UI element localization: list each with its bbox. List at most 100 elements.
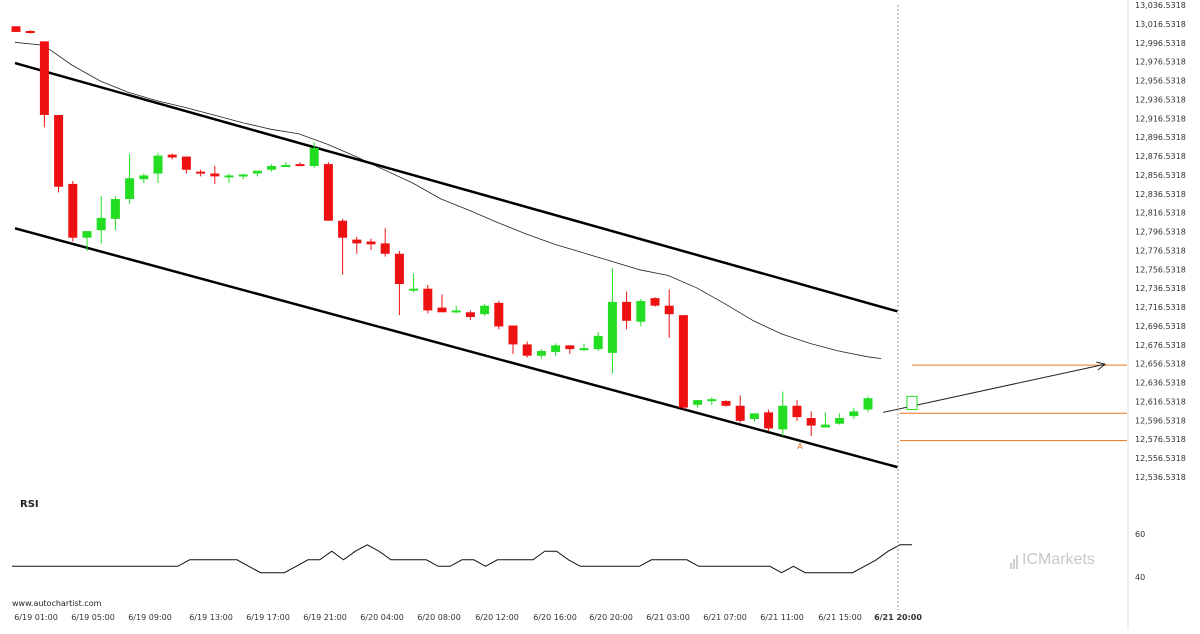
candle [437, 294, 447, 313]
candle-body [806, 418, 816, 426]
candle [181, 156, 191, 174]
price-tick-label: 12,976.5318 [1135, 58, 1186, 67]
moving-average-layer [14, 41, 882, 359]
candle-body [82, 231, 92, 238]
price-tick-label: 12,756.5318 [1135, 265, 1186, 274]
candle [693, 400, 703, 408]
candle-body [281, 165, 291, 168]
forecast-arrow-head [1096, 361, 1107, 371]
candle-body [678, 315, 688, 408]
candle-body [849, 411, 859, 417]
time-axis: 6/19 01:00 6/19 05:00 6/19 09:00 6/19 13:00… [14, 613, 922, 622]
candle [11, 26, 21, 32]
candle-body [820, 424, 830, 428]
candle-body [451, 310, 461, 313]
candle [636, 299, 646, 327]
candle-body [267, 165, 277, 170]
candle-body [565, 345, 575, 350]
time-tick-label: 6/21 03:00 [646, 613, 690, 622]
candle [451, 305, 461, 314]
price-tick-label: 12,836.5318 [1135, 190, 1186, 199]
candle [678, 315, 688, 410]
candle [210, 165, 220, 184]
candle-body [437, 307, 447, 313]
channel-upper-line [14, 61, 898, 313]
candle-body [579, 348, 589, 351]
forecast-arrow-line [883, 363, 1106, 413]
channel-lower-line [14, 227, 898, 469]
candle-body [167, 154, 177, 158]
candle-body [707, 399, 717, 402]
candle-body [664, 305, 674, 315]
candle [380, 228, 390, 257]
time-tick-label: 6/19 05:00 [71, 613, 115, 622]
candle [820, 412, 830, 428]
candle-body [536, 351, 546, 356]
candle-body [551, 345, 561, 352]
channel-layer [14, 61, 898, 469]
candle [366, 238, 376, 250]
candle-body [835, 418, 845, 424]
candle-body [607, 301, 617, 353]
candle-body [650, 298, 660, 306]
candle [96, 196, 106, 244]
candle [863, 396, 873, 413]
candle-body [224, 175, 234, 178]
candle [196, 169, 206, 177]
candle [494, 300, 504, 330]
candle [54, 115, 64, 193]
candle-body [764, 412, 774, 429]
candle-body [721, 401, 731, 406]
time-tick-label: 6/19 01:00 [14, 613, 58, 622]
time-tick-label: 6/21 15:00 [818, 613, 862, 622]
candle-body [181, 156, 191, 170]
candle [792, 400, 802, 421]
time-tick-label: 6/20 04:00 [360, 613, 404, 622]
candle [224, 173, 234, 183]
brand-bars-icon [1010, 551, 1019, 569]
candle [508, 325, 518, 354]
candle-body [480, 305, 490, 315]
candle-body [508, 325, 518, 345]
time-tick-label: 6/19 21:00 [303, 613, 347, 622]
candle [167, 153, 177, 160]
candle-body [863, 398, 873, 410]
candle-body [68, 183, 78, 238]
candle-body [210, 173, 220, 177]
candle [153, 152, 163, 183]
candle-body [409, 288, 419, 291]
moving-average-line [14, 41, 882, 359]
price-axis: 13,036.5318 13,016.5318 12,996.5318 12,976.… [1135, 1, 1186, 482]
price-tick-label: 12,736.5318 [1135, 284, 1186, 293]
pattern-point-label: A [797, 442, 803, 451]
rsi-line [12, 544, 912, 574]
candle-body [522, 344, 532, 356]
candle [565, 345, 575, 354]
candle-body [394, 253, 404, 284]
candle [323, 162, 333, 221]
price-tick-label: 12,956.5318 [1135, 77, 1186, 86]
candle-body [792, 405, 802, 418]
price-tick-label: 13,016.5318 [1135, 20, 1186, 29]
price-tick-label: 12,936.5318 [1135, 95, 1186, 104]
time-tick-label: 6/21 07:00 [703, 613, 747, 622]
candle [707, 397, 717, 405]
candle-body [11, 26, 21, 32]
watermark: www.autochartist.com [12, 599, 102, 608]
candle [82, 231, 92, 251]
candle-body [622, 301, 632, 321]
time-tick-label: 6/19 17:00 [246, 613, 290, 622]
candle [281, 162, 291, 168]
candle [409, 273, 419, 293]
candle [295, 162, 305, 167]
candle [579, 343, 589, 352]
time-tick-label: 6/21 11:00 [760, 613, 804, 622]
candle [267, 164, 277, 172]
candle-body [636, 300, 646, 322]
candle-body [778, 405, 788, 430]
price-tick-label: 12,556.5318 [1135, 454, 1186, 463]
candle [607, 267, 617, 374]
candle-layer [11, 26, 918, 436]
level-layer: A [797, 361, 1127, 451]
